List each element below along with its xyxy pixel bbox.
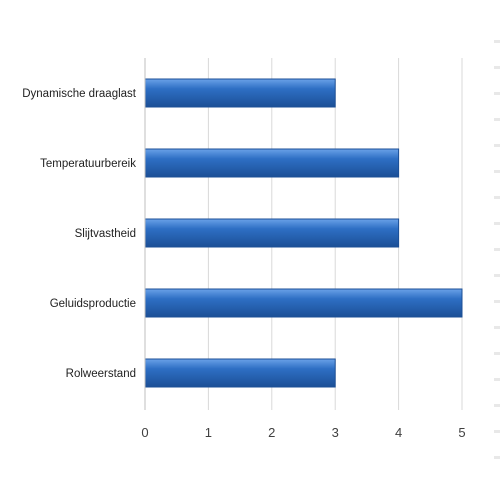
- x-tick-label: 1: [205, 425, 212, 440]
- edge-mark: [494, 118, 500, 121]
- category-labels: Dynamische draaglast Temperatuurbereik Sli…: [22, 88, 137, 380]
- category-label: Geluidsproductie: [50, 298, 136, 310]
- edge-mark: [494, 300, 500, 303]
- bar: [144, 148, 400, 178]
- x-tick-label: 5: [458, 425, 465, 440]
- bar: [144, 358, 336, 388]
- right-edge-artifact: [494, 40, 500, 459]
- edge-mark: [494, 92, 500, 95]
- edge-mark: [494, 40, 500, 43]
- x-tick-label: 4: [395, 425, 402, 440]
- category-label: Rolweerstand: [66, 368, 136, 380]
- edge-mark: [494, 144, 500, 147]
- bar: [144, 218, 400, 248]
- category-label: Slijtvastheid: [75, 228, 136, 240]
- edge-mark: [494, 404, 500, 407]
- edge-mark: [494, 430, 500, 433]
- edge-mark: [494, 248, 500, 251]
- category-label: Dynamische draaglast: [22, 88, 137, 100]
- x-tick-label: 2: [268, 425, 275, 440]
- category-label: Temperatuurbereik: [40, 158, 136, 170]
- edge-mark: [494, 196, 500, 199]
- edge-mark: [494, 352, 500, 355]
- edge-mark: [494, 326, 500, 329]
- edge-mark: [494, 222, 500, 225]
- bars: [144, 78, 463, 388]
- x-tick-label: 0: [141, 425, 148, 440]
- edge-mark: [494, 456, 500, 459]
- x-axis-ticks: 0 1 2 3 4 5: [141, 425, 465, 440]
- edge-mark: [494, 274, 500, 277]
- edge-mark: [494, 170, 500, 173]
- x-tick-label: 3: [332, 425, 339, 440]
- edge-mark: [494, 66, 500, 69]
- bar: [144, 78, 336, 108]
- edge-mark: [494, 378, 500, 381]
- bar: [144, 288, 463, 318]
